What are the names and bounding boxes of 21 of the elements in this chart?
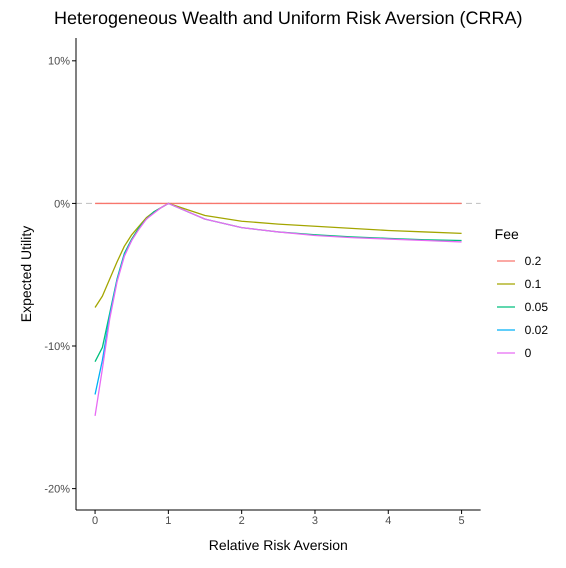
x-tick-label: 2 [238, 514, 245, 527]
legend-label: 0.05 [524, 300, 548, 314]
y-axis-title: Expected Utility [18, 226, 34, 322]
x-tick-label: 4 [385, 514, 392, 527]
line-series [94, 202, 462, 417]
legend-title: Fee [494, 226, 520, 242]
y-tick-label: 10% [48, 56, 70, 68]
chart-title: Heterogeneous Wealth and Uniform Risk Aversion (CRRA) [53, 8, 524, 30]
legend-label: 0.02 [524, 323, 548, 337]
legend-label: 0.2 [524, 254, 542, 268]
y-tick-label: -10% [44, 340, 70, 353]
x-tick-label: 5 [458, 514, 465, 527]
y-tick-label: -20% [44, 484, 70, 496]
legend-label: 0 [524, 346, 532, 360]
y-tick-label: 0% [54, 198, 70, 210]
x-tick-label: 3 [312, 514, 318, 527]
x-tick-label: 1 [165, 514, 172, 527]
line-series [94, 202, 462, 308]
x-axis-title: Relative Risk Aversion [208, 537, 348, 553]
x-tick-label: 0 [92, 514, 98, 527]
legend-label: 0.1 [524, 277, 542, 291]
